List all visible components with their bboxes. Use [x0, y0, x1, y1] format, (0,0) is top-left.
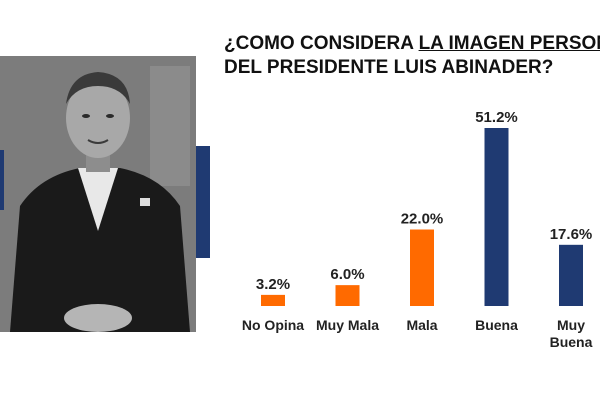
left-accent-stripe [0, 150, 4, 210]
category-label: Muy [557, 317, 585, 333]
accent-stripe [196, 146, 210, 258]
chart-title-prefix: ¿COMO CONSIDERA [224, 33, 419, 54]
data-label: 22.0% [401, 211, 444, 228]
category-label: Mala [406, 317, 437, 333]
bar-mala [410, 229, 434, 306]
category-label: No Opina [242, 317, 304, 333]
bar-muy-buena [559, 244, 583, 306]
president-portrait-image [0, 56, 196, 332]
bar-chart: 3.2% No Opina 6.0% Muy Mala 22.0% Mala 51.2% Bu… [242, 109, 593, 350]
chart-title: ¿COMO CONSIDERA LA IMAGEN PERSON DEL PRE… [224, 32, 600, 80]
chart-title-line-1: ¿COMO CONSIDERA LA IMAGEN PERSON [224, 32, 600, 56]
chart-title-line-2: DEL PRESIDENTE LUIS ABINADER? [224, 57, 554, 78]
president-photo [0, 56, 196, 332]
data-label: 17.6% [550, 226, 593, 243]
category-label: Buena [550, 334, 593, 350]
bar-no-opina [261, 294, 285, 306]
bar-muy-mala [335, 285, 360, 306]
bar-buena [484, 128, 509, 306]
chart-title-underlined: LA IMAGEN PERSON [418, 33, 600, 54]
data-label: 6.0% [330, 266, 364, 283]
category-label: Muy Mala [316, 317, 379, 333]
data-label: 51.2% [475, 109, 518, 126]
category-label: Buena [475, 317, 518, 333]
data-label: 3.2% [256, 276, 290, 293]
